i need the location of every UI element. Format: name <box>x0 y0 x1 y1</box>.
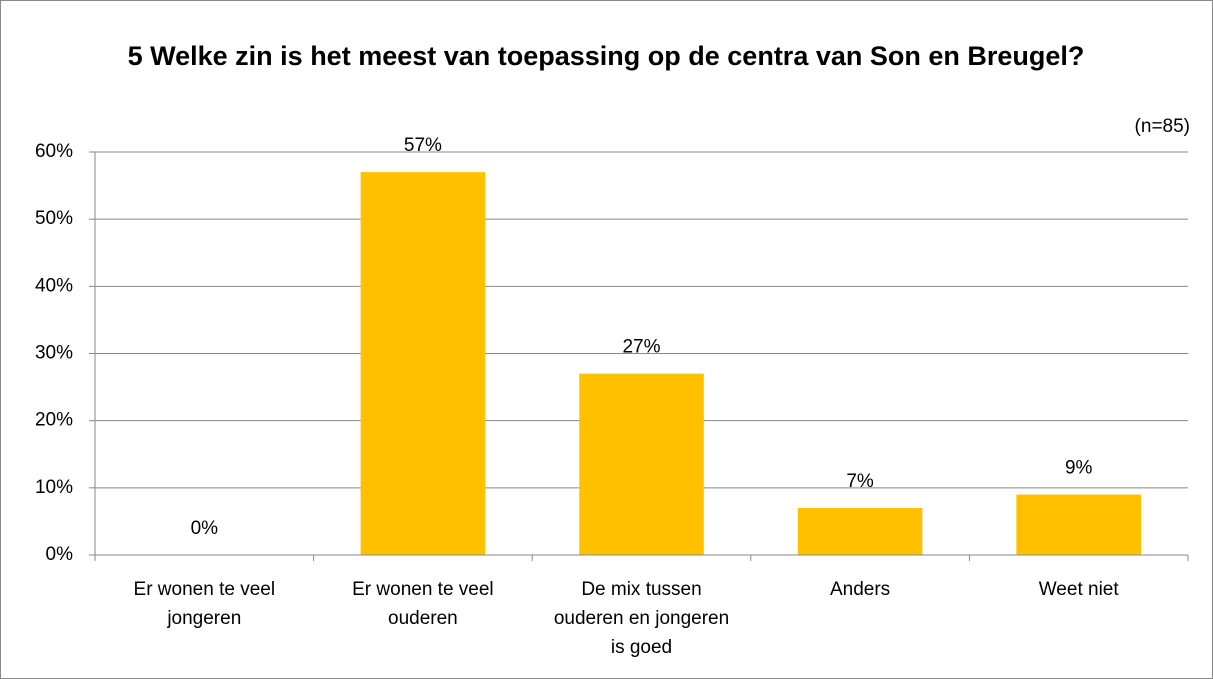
x-tick-label: Er wonen te veel ouderen <box>352 579 494 629</box>
y-tick-label: 0% <box>46 544 74 565</box>
bar <box>579 373 704 555</box>
y-tick-label: 10% <box>35 477 73 498</box>
value-label: 0% <box>191 518 219 539</box>
y-tick-label: 20% <box>35 410 73 431</box>
value-label: 27% <box>622 337 660 358</box>
x-tick-label: Weet niet <box>1038 579 1119 600</box>
value-label: 7% <box>846 471 874 492</box>
y-tick-label: 40% <box>35 275 73 296</box>
bar <box>360 172 486 555</box>
value-label: 57% <box>404 135 442 156</box>
annotation: (n=85) <box>1135 116 1190 137</box>
y-tick-label: 50% <box>35 208 73 229</box>
y-tick-label: 60% <box>35 141 73 162</box>
bar <box>797 507 923 555</box>
bar <box>1016 494 1142 555</box>
chart-title: 5 Welke zin is het meest van toepassing … <box>127 41 1085 71</box>
x-tick-label: De mix tussen ouderen en jongeren is goe… <box>553 579 730 658</box>
x-tick-label: Er wonen te veel jongeren <box>133 579 276 629</box>
value-label: 9% <box>1065 458 1093 479</box>
x-tick-label: Anders <box>829 579 891 600</box>
y-tick-label: 30% <box>35 343 73 364</box>
